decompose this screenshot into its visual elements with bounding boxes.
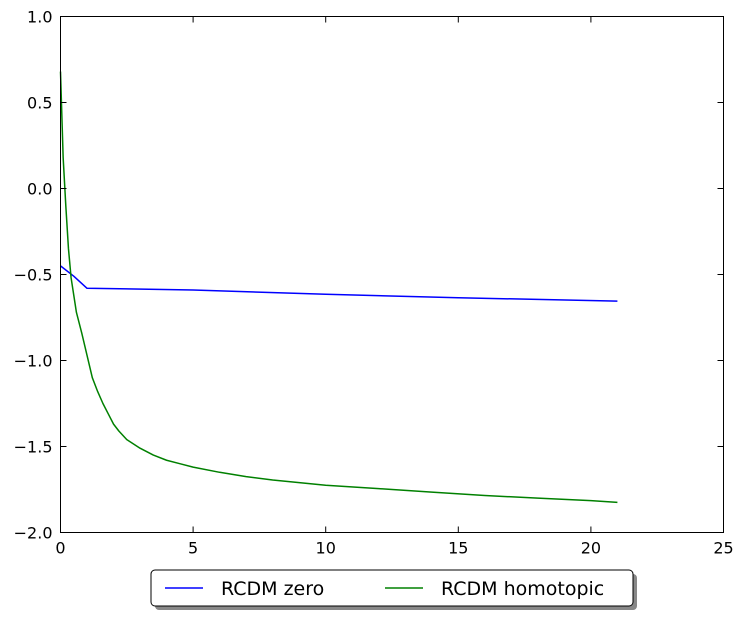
x-tick-label: 15 [448, 539, 468, 558]
series-line-rcdm-zero [60, 265, 618, 302]
axis-ticks [60, 16, 724, 533]
y-tick-label: −2.0 [14, 524, 53, 543]
y-tick-label: 0.0 [27, 180, 52, 199]
legend: RCDM zero RCDM homotopic [150, 569, 637, 610]
y-tick-label: 1.0 [27, 8, 52, 27]
x-tick-label: 0 [55, 539, 65, 558]
series-line-rcdm-homotopic [59, 71, 618, 504]
y-tick-label: −0.5 [14, 266, 53, 285]
y-tick-label: 0.5 [27, 94, 52, 113]
x-tick-label: 10 [316, 539, 336, 558]
legend-label-rcdm-homotopic: RCDM homotopic [441, 578, 604, 600]
y-tick-label: −1.0 [14, 352, 53, 371]
series-lines [59, 71, 618, 504]
y-tick-label: −1.5 [14, 438, 53, 457]
x-tick-label: 20 [581, 539, 601, 558]
legend-label-rcdm-zero: RCDM zero [221, 578, 324, 600]
plot-frame [60, 16, 724, 533]
x-tick-label: 5 [188, 539, 198, 558]
x-tick-label: 25 [713, 539, 733, 558]
tick-labels: 0 5 10 15 20 25 −2.0 −1.5 −1.0 −0.5 0.0 0.5 1.0 [14, 8, 734, 558]
